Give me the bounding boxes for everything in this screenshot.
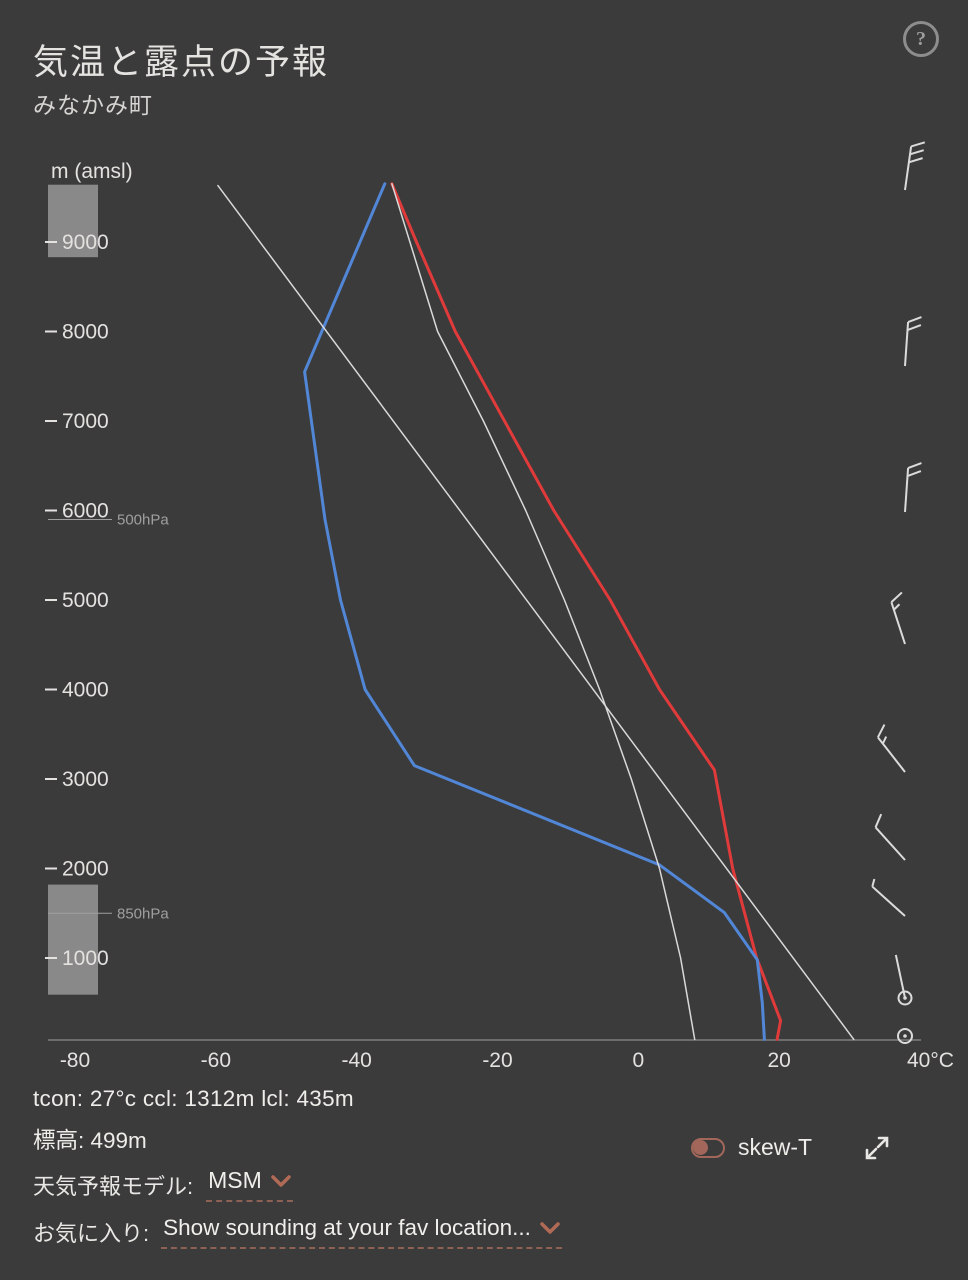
favorites-label: お気に入り: xyxy=(33,1221,150,1246)
skewt-control: skew-T xyxy=(691,1134,812,1161)
x-tick-label: -60 xyxy=(201,1049,231,1072)
model-label: 天気予報モデル: xyxy=(33,1173,194,1199)
model-row: 天気予報モデル: MSM xyxy=(33,1167,293,1202)
x-tick-label: -80 xyxy=(60,1049,90,1072)
y-tick-label: 4000 xyxy=(62,679,109,702)
y-tick-label: 9000 xyxy=(62,231,109,254)
wind-barb-icon xyxy=(904,316,922,367)
temperature-line xyxy=(390,182,783,1041)
wind-barb-icon xyxy=(904,141,926,191)
dewpoint-line xyxy=(303,182,766,1041)
question-icon: ? xyxy=(916,27,926,50)
y-tick-label: 5000 xyxy=(62,589,109,612)
wind-barb-icon xyxy=(904,462,922,513)
pressure-marker-label: 500hPa xyxy=(117,512,169,529)
wind-barb-icon xyxy=(877,724,906,773)
skewt-label: skew-T xyxy=(738,1134,813,1160)
x-tick-label: 40°C xyxy=(907,1049,954,1072)
x-tick-label: -40 xyxy=(341,1049,371,1072)
pressure-marker-label: 850hPa xyxy=(117,905,169,922)
fullscreen-icon xyxy=(865,1136,889,1160)
x-tick-label: 20 xyxy=(767,1049,790,1072)
toggle-knob-icon xyxy=(693,1139,708,1155)
chevron-down-icon xyxy=(271,1174,291,1187)
fullscreen-button[interactable] xyxy=(860,1131,894,1165)
moist-adiabat-line xyxy=(391,183,696,1041)
dry-adiabat-line xyxy=(217,184,855,1041)
favorites-value: Show sounding at your fav location... xyxy=(163,1215,531,1240)
cloud-layer-bar xyxy=(48,884,98,995)
wind-barb-icon xyxy=(874,813,906,861)
model-select[interactable]: MSM xyxy=(206,1167,293,1202)
page-title: 気温と露点の予報 xyxy=(33,43,330,82)
wind-barb-icon xyxy=(890,591,906,645)
wind-barb-icon xyxy=(894,954,913,1006)
favorites-select[interactable]: Show sounding at your fav location... xyxy=(161,1215,562,1249)
y-tick-label: 2000 xyxy=(62,858,109,881)
model-value: MSM xyxy=(208,1167,262,1193)
favorites-row: お気に入り: Show sounding at your fav locatio… xyxy=(33,1215,562,1249)
y-axis-label: m (amsl) xyxy=(51,160,133,183)
help-button[interactable]: ? xyxy=(903,21,939,57)
location-name: みなかみ町 xyxy=(33,92,153,118)
cloud-layer-bar xyxy=(48,184,98,258)
x-tick-label: 0 xyxy=(632,1049,644,1072)
y-tick-label: 6000 xyxy=(62,500,109,523)
elevation-label: 標高: 499m xyxy=(33,1128,147,1153)
skewt-toggle[interactable] xyxy=(691,1137,725,1158)
y-tick-label: 1000 xyxy=(62,947,109,970)
y-tick-label: 7000 xyxy=(62,410,109,433)
x-tick-label: -20 xyxy=(482,1049,512,1072)
chevron-down-icon xyxy=(540,1222,560,1234)
y-tick-label: 8000 xyxy=(62,321,109,344)
wind-barb-icon xyxy=(897,1028,913,1044)
wind-barb-icon xyxy=(871,878,906,917)
y-tick-label: 3000 xyxy=(62,768,109,791)
parcel-stats: tcon: 27°c ccl: 1312m lcl: 435m xyxy=(33,1086,354,1111)
